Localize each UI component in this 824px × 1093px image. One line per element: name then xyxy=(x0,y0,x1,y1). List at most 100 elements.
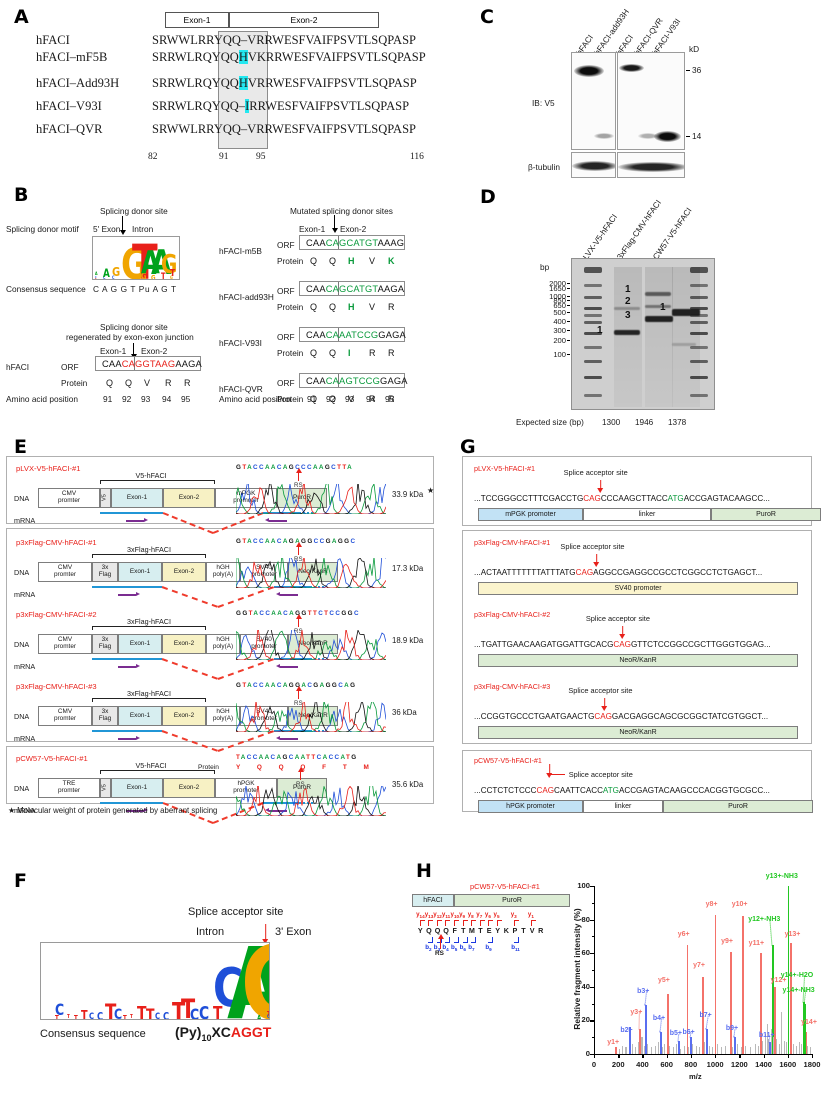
b-ion-hook xyxy=(462,937,468,943)
orf-label-b: ORF xyxy=(61,362,79,372)
alignment-row-label: hFACI–Add93H xyxy=(36,76,120,90)
orf-segment: GAGA xyxy=(378,330,406,340)
orf-segment: GTCCG xyxy=(345,376,381,386)
seq-box-seg: QQ xyxy=(220,76,239,90)
y-ion-label: y8 xyxy=(467,911,474,920)
ladder-band xyxy=(584,360,602,363)
chromatogram-base: G xyxy=(236,538,243,545)
chromatogram-base: C xyxy=(307,682,314,689)
mutated-donor-title: Mutated splicing donor sites xyxy=(290,206,393,216)
acceptor-arrow xyxy=(548,764,550,774)
gene-feature-line: SV40 xyxy=(256,636,272,644)
logo-letter: C xyxy=(97,1009,104,1020)
chromatogram-base: A xyxy=(276,754,283,761)
chromatogram-base: C xyxy=(318,610,325,617)
regen-title-1: Splicing donor site xyxy=(100,322,168,332)
spectrum-peak xyxy=(679,1048,682,1054)
aa-position: 93 xyxy=(345,394,355,404)
chromatogram-base: C xyxy=(276,682,283,689)
chromatogram-base: A xyxy=(264,754,271,761)
seq-box-seg: – xyxy=(240,122,248,136)
ladder-band xyxy=(690,360,708,363)
alignment-row-label: hFACI–mF5B xyxy=(36,50,108,64)
aa-position: 91 xyxy=(307,394,317,404)
x-tick xyxy=(812,1054,814,1058)
gel-band xyxy=(614,307,640,310)
rs-arrow xyxy=(297,767,305,780)
panel-e-footnote: ★ Molecular weight of protein generated … xyxy=(8,806,218,815)
chromatogram-base: A xyxy=(347,464,354,471)
seq-post: RRWESFVAIFPSVTLSQPASP xyxy=(256,76,417,90)
five-prime-exon-label: 5' Exon xyxy=(93,224,121,234)
kd-label: kD xyxy=(689,44,700,54)
gene-feature-line: promter xyxy=(57,497,81,504)
ladder-tick xyxy=(567,283,570,284)
orf-segment: ATCCG xyxy=(345,330,379,340)
pos-95: 95 xyxy=(256,152,266,162)
gene-feature-line: Flag xyxy=(98,715,112,722)
construct-title: p3xFlag-CMV-hFACI-#1 xyxy=(16,538,97,547)
gene-feature-box: hGH poly(A) xyxy=(206,562,240,582)
chromatogram-base: A xyxy=(264,682,271,689)
y-ion-label: y13 xyxy=(424,911,434,920)
peak-label: y11+ xyxy=(748,939,765,947)
peak-label: y9+ xyxy=(721,938,733,946)
construct-title: pCW57-V5-hFACI-#1 xyxy=(16,754,88,763)
mutant-protein-residue: R xyxy=(369,394,376,404)
aa-position: 91 xyxy=(103,394,113,404)
seq-box-seg: V xyxy=(247,50,257,64)
alignment-row-sequence: SRWWLRRYQQ–VRRWESFVAIFPSVTLSQPASP xyxy=(152,122,416,137)
spectrum-peak xyxy=(658,1042,660,1054)
chromatogram-base: C xyxy=(276,538,283,545)
transgene-bracket xyxy=(100,770,215,774)
spectrum-peak xyxy=(734,1037,736,1054)
forward-primer-arrow xyxy=(118,592,140,596)
chromatogram-base: G xyxy=(324,464,332,471)
protein-residue: Q xyxy=(125,378,133,388)
ladder-band xyxy=(690,267,708,273)
sequence-segment: CAG xyxy=(583,494,601,503)
spectrum-peak xyxy=(704,1042,706,1054)
mutated-donor-arrow xyxy=(331,215,338,233)
transgene-bracket xyxy=(92,626,206,630)
marker-14: 14 xyxy=(692,131,702,141)
spectrum-peak xyxy=(690,1037,693,1054)
mrna-exon-line xyxy=(92,658,162,660)
mutant-protein-residue: R xyxy=(388,348,395,358)
blot-v5-left xyxy=(571,52,616,150)
logo-letter: C xyxy=(199,1003,210,1020)
aa-position: 93 xyxy=(141,394,151,404)
spectrum-peak xyxy=(801,1043,803,1054)
chromatogram-base: G xyxy=(301,538,308,545)
x-tick xyxy=(715,1054,717,1058)
x-tick xyxy=(666,1054,668,1058)
peak-label: y14+ xyxy=(801,1018,817,1026)
intron-label-f: Intron xyxy=(196,926,225,938)
gene-feature-box: TRE promter xyxy=(38,778,100,798)
exon-junction-divider xyxy=(338,282,339,295)
ladder-band xyxy=(584,296,602,299)
seq-post: RRWESFVAIFPSVTLSQPASP xyxy=(256,122,416,136)
gene-feature-box: PuroR xyxy=(277,778,327,798)
logo-letter: G xyxy=(151,273,156,280)
transgene-bracket-label: 3xFlag-hFACI xyxy=(127,545,171,554)
gel-band-number: 3 xyxy=(625,310,631,321)
gene-feature-box: Exon-2 xyxy=(163,778,215,798)
spectrum-peak xyxy=(643,1045,645,1054)
spectrum-peak xyxy=(631,1043,633,1054)
x-tick-label: 1000 xyxy=(706,1060,724,1069)
spectrum-peak xyxy=(778,1043,780,1054)
chromatogram-base: A xyxy=(300,754,307,761)
chromatogram-protein-row: Y Q Q Q F T M xyxy=(236,764,377,771)
sequence-segment: AGGCCGAGGCCGCCTCGGCCTCTGAGCT... xyxy=(593,568,763,577)
mrna-exon-line xyxy=(274,730,310,732)
y-tick xyxy=(590,953,594,955)
spectrum-peak xyxy=(654,1045,656,1054)
chromatogram-base: G xyxy=(347,610,354,617)
protein-residue: R xyxy=(165,378,172,388)
y-ion-hook xyxy=(514,920,520,926)
ib-v5-label: IB: V5 xyxy=(532,98,555,108)
spectrum-peak xyxy=(637,1042,639,1054)
seq-box-seg: V xyxy=(247,33,257,47)
protein-residue: R xyxy=(184,378,191,388)
